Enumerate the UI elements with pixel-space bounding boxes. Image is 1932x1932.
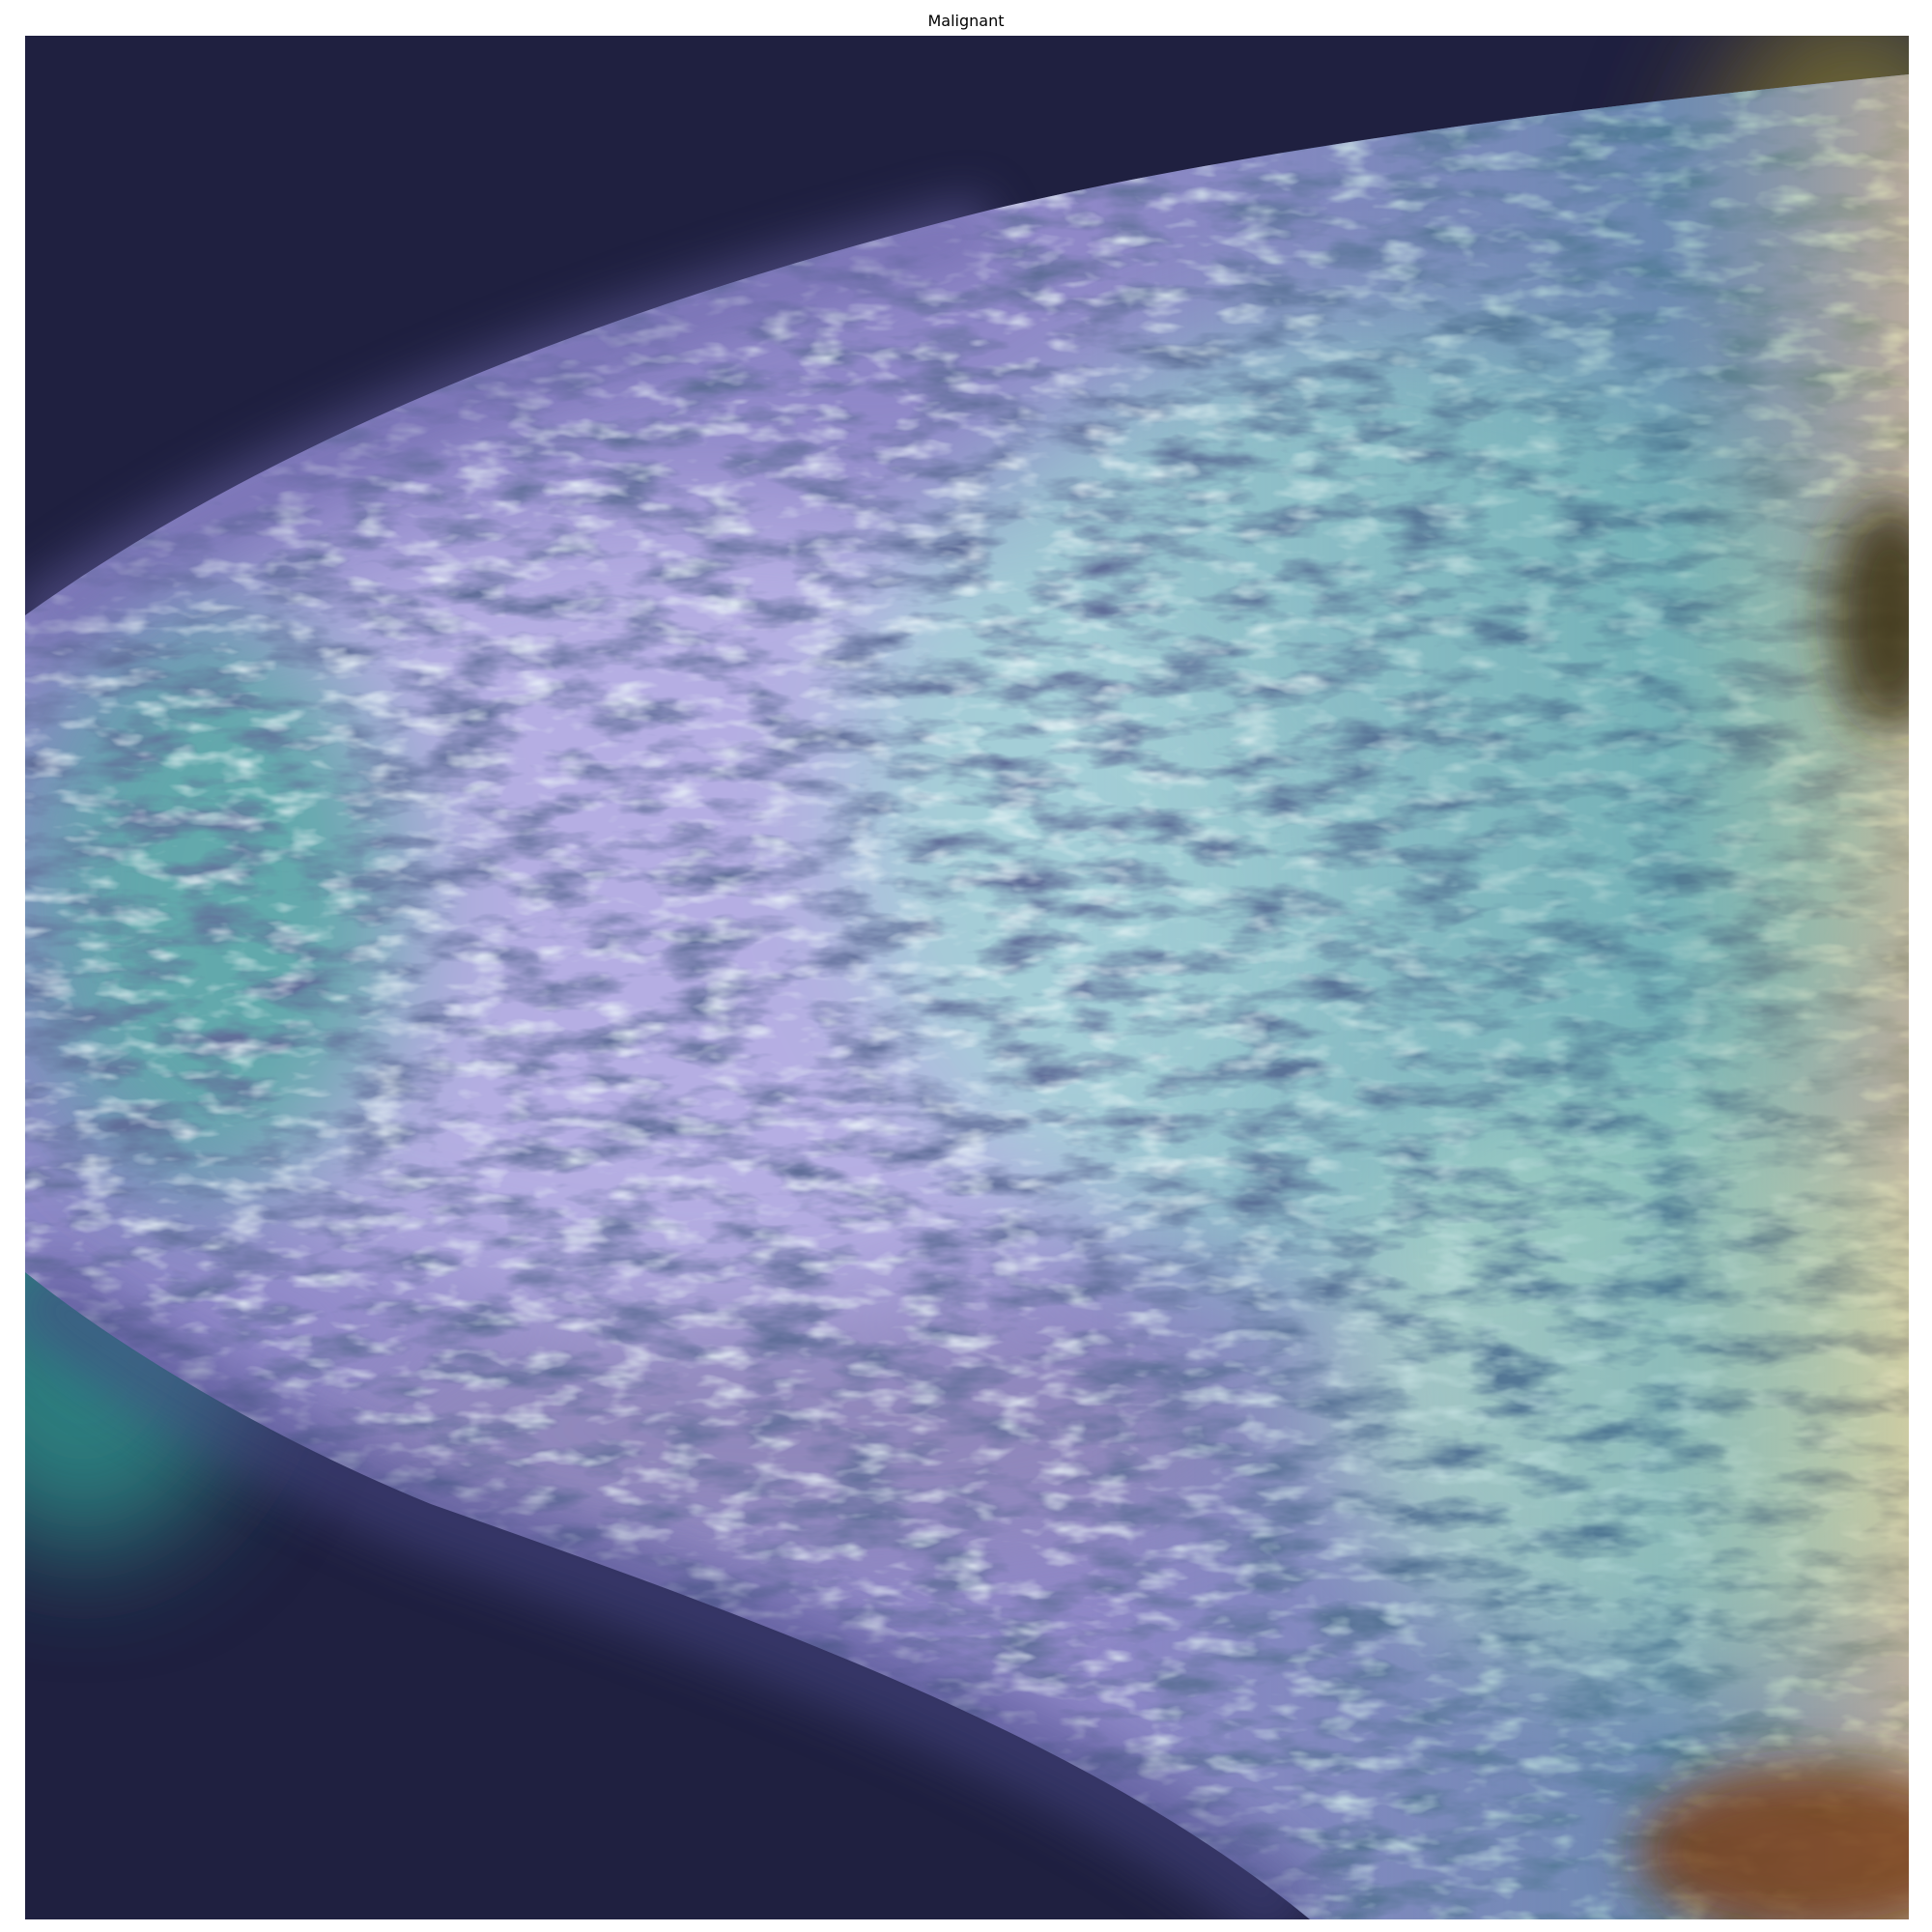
figure-title: Malignant [927, 12, 1005, 30]
heatmap-image [25, 36, 1909, 1919]
